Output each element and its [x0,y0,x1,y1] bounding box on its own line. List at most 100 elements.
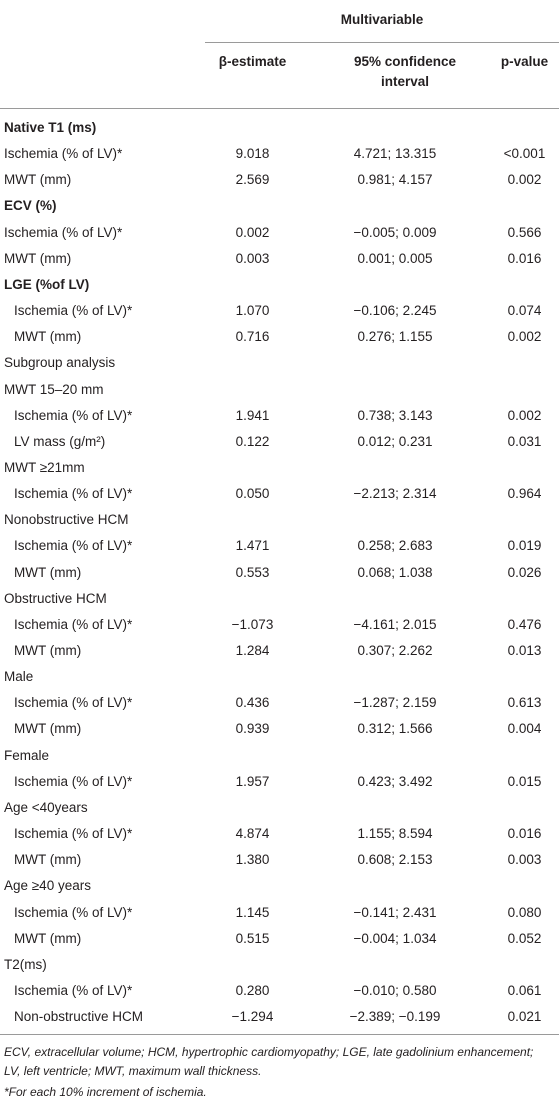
section-heading: Native T1 (ms) [4,120,97,135]
cell: −0.010; 0.580 [353,982,437,998]
cell: 0.312; 1.566 [357,721,433,737]
footnote: ECV, extracellular volume; HCM, hypertro… [4,1045,534,1078]
column-header: 95% confidence interval [353,54,457,89]
footnote: *For each 10% increment of ischemia. [4,1085,207,1099]
cell: 0.981; 4.157 [357,172,433,188]
group-heading: Nonobstructive HCM [4,512,129,528]
row-label: Ischemia (% of LV)* [14,904,133,920]
column-header: β-estimate [218,54,287,69]
cell: 0.080 [507,904,542,920]
row-label: Ischemia (% of LV)* [14,826,133,842]
row-label: MWT (mm) [14,643,82,658]
cell: 0.013 [507,643,542,658]
cell: 0.012; 0.231 [357,433,433,449]
cell: 0.074 [507,303,542,319]
cell: 0.939 [235,721,270,737]
column-header: p-value [500,54,549,69]
cell: 0.002 [235,224,270,240]
cell: 0.436 [235,695,270,711]
group-heading: Obstructive HCM [4,590,107,606]
cell: 1.380 [235,852,270,868]
cell: 0.050 [235,486,270,502]
row-label: Ischemia (% of LV)* [4,146,123,162]
cell: 1.155; 8.594 [357,826,433,842]
row-label: LV mass (g/m²) [14,433,106,449]
row-label: MWT (mm) [14,852,82,868]
row-label: MWT (mm) [14,930,82,946]
group-heading: Female [4,747,50,763]
cell: 9.018 [235,146,270,162]
group-heading: Age <40years [4,799,88,815]
cell: 0.738; 3.143 [357,407,433,423]
cell: 1.070 [235,303,270,319]
cell: 0.307; 2.262 [357,643,433,658]
cell: 0.476 [507,616,542,632]
section-heading: LGE (%of LV) [4,276,90,292]
row-label: Ischemia (% of LV)* [14,486,133,502]
cell: 1.471 [235,538,270,554]
group-heading: Male [4,669,34,685]
cell: 0.515 [235,930,270,946]
cell: 0.002 [507,172,542,188]
row-label: MWT (mm) [4,172,72,188]
rule [0,108,559,109]
cell: −0.106; 2.245 [353,303,437,319]
cell: 0.031 [507,433,542,449]
cell: −2.213; 2.314 [353,486,437,502]
cell: 0.002 [507,407,542,423]
cell: 0.019 [507,538,542,554]
cell: 0.026 [507,564,542,580]
cell: −0.141; 2.431 [353,904,437,920]
row-label: Ischemia (% of LV)* [14,538,133,554]
cell: 1.284 [235,643,270,658]
cell: 0.608; 2.153 [357,852,433,868]
row-label: Ischemia (% of LV)* [14,695,133,711]
row-label: MWT (mm) [14,329,82,345]
cell: 1.957 [235,773,270,789]
cell: −0.004; 1.034 [353,930,437,946]
cell: 1.145 [235,904,270,920]
cell: 0.003 [507,852,542,868]
row-label: MWT (mm) [14,564,82,580]
group-heading: MWT ≥21mm [4,459,85,475]
cell: −1.294 [231,1009,274,1025]
row-label: Ischemia (% of LV)* [14,407,133,423]
cell: −4.161; 2.015 [353,616,437,632]
cell: 0.964 [507,486,542,502]
cell: 4.874 [235,826,270,842]
row-label: Ischemia (% of LV)* [14,982,133,998]
cell: 0.052 [507,930,542,946]
rule [205,42,559,43]
cell: 0.276; 1.155 [357,329,433,345]
cell: 0.258; 2.683 [357,538,433,554]
cell: 0.016 [507,250,542,266]
cell: 0.016 [507,826,542,842]
cell: 0.003 [235,250,270,266]
cell: 0.553 [235,564,270,580]
row-label: Ischemia (% of LV)* [14,773,133,789]
row-label: Ischemia (% of LV)* [14,616,133,632]
row-label: MWT (mm) [14,721,82,737]
cell: 0.015 [507,773,542,789]
cell: −1.073 [231,616,274,632]
cell: <0.001 [503,146,546,162]
cell: 1.941 [235,407,270,423]
group-heading: MWT 15–20 mm [4,381,104,397]
row-label: Ischemia (% of LV)* [14,303,133,319]
cell: 0.613 [507,695,542,711]
cell: 0.001; 0.005 [357,250,433,266]
row-label: Ischemia (% of LV)* [4,224,123,240]
rule [0,1034,559,1035]
group-heading: T2(ms) [4,956,47,972]
cell: 4.721; 13.315 [353,146,437,162]
subgroup-title: Subgroup analysis [4,355,116,371]
cell: 0.002 [507,329,542,345]
group-heading: Age ≥40 years [4,878,91,894]
cell: 2.569 [235,172,270,188]
cell: 0.566 [507,224,542,240]
cell: 0.423; 3.492 [357,773,433,789]
cell: −0.005; 0.009 [353,224,437,240]
row-label: MWT (mm) [4,250,72,266]
row-label: Non-obstructive HCM [14,1009,144,1025]
